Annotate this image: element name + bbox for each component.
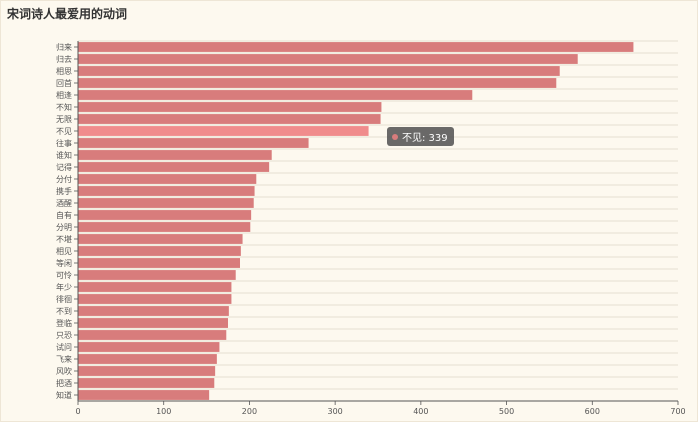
y-tick-label: 等闲 (56, 258, 72, 268)
y-tick-label: 不堪 (56, 234, 72, 244)
y-tick-label: 携手 (56, 186, 72, 196)
tooltip: 不见: 339 (387, 127, 454, 146)
y-tick-label: 归去 (56, 54, 72, 64)
x-tick-label: 100 (156, 407, 171, 416)
tooltip-text: 不见: 339 (402, 133, 448, 144)
bar-登临 (78, 318, 228, 328)
bar-知道 (78, 390, 210, 400)
chart-title: 宋词诗人最爱用的动词 (7, 7, 128, 21)
x-tick-label: 400 (413, 407, 428, 416)
y-tick-label: 徘徊 (56, 294, 72, 304)
tooltip-dot (392, 134, 398, 140)
y-tick-label: 风吹 (56, 366, 72, 376)
bar-分明 (78, 222, 251, 232)
bar-相见 (78, 246, 241, 256)
bar-无限 (78, 114, 381, 124)
x-tick-label: 600 (585, 407, 600, 416)
y-tick-label: 往事 (56, 138, 72, 148)
y-tick-label: 只恐 (56, 331, 72, 340)
x-tick-label: 700 (670, 407, 685, 416)
y-tick-label: 相逢 (56, 90, 72, 100)
y-tick-label: 相见 (56, 246, 72, 256)
y-tick-label: 相思 (56, 66, 72, 76)
x-tick-label: 300 (328, 407, 343, 416)
x-tick-label: 500 (499, 407, 514, 416)
y-tick-label: 酒醒 (56, 199, 72, 208)
y-tick-label: 回首 (56, 78, 72, 88)
bar-飞来 (78, 354, 217, 364)
y-tick-label: 登临 (56, 318, 72, 328)
y-tick-label: 不到 (56, 307, 72, 316)
bar-试问 (78, 342, 220, 352)
bar-不到 (78, 306, 229, 316)
bar-相逢 (78, 90, 473, 100)
bar-只恐 (78, 330, 227, 340)
y-tick-label: 归来 (56, 42, 72, 52)
bar-不堪 (78, 234, 243, 244)
x-tick-label: 200 (242, 407, 257, 416)
bar-不知 (78, 102, 382, 112)
y-tick-label: 无限 (56, 115, 72, 124)
y-tick-label: 可怜 (56, 270, 72, 280)
bar-往事 (78, 138, 309, 148)
bar-分付 (78, 174, 257, 184)
y-tick-label: 谁知 (56, 150, 72, 160)
y-tick-label: 不知 (56, 102, 72, 112)
y-tick-label: 试问 (56, 342, 72, 352)
bar-等闲 (78, 258, 240, 268)
bar-把酒 (78, 378, 215, 388)
bar-记得 (78, 162, 270, 172)
bar-相思 (78, 66, 560, 76)
bar-徘徊 (78, 294, 232, 304)
bar-风吹 (78, 366, 216, 376)
bar-谁知 (78, 150, 272, 160)
bar-回首 (78, 78, 557, 88)
axis-layer: 归来归去相思回首相逢不知无限不见往事谁知记得分付携手酒醒自有分明不堪相见等闲可怜… (56, 41, 686, 416)
y-tick-label: 年少 (56, 282, 72, 292)
y-tick-label: 飞来 (56, 355, 72, 364)
x-tick-label: 0 (75, 407, 80, 416)
bar-携手 (78, 186, 255, 196)
y-tick-label: 把酒 (56, 378, 72, 388)
bar-layer (78, 42, 634, 400)
bar-自有 (78, 210, 252, 220)
y-tick-label: 不见 (56, 127, 72, 136)
bar-可怜 (78, 270, 236, 280)
y-tick-label: 分付 (56, 174, 72, 184)
y-tick-label: 知道 (56, 390, 72, 400)
y-tick-label: 自有 (56, 210, 72, 220)
bar-归去 (78, 54, 578, 64)
bar-年少 (78, 282, 232, 292)
grid-layer (78, 40, 678, 402)
bar-不见 (78, 126, 369, 136)
bar-酒醒 (78, 198, 254, 208)
y-tick-label: 分明 (56, 223, 72, 232)
bar-归来 (78, 42, 634, 52)
y-tick-label: 记得 (56, 162, 72, 172)
